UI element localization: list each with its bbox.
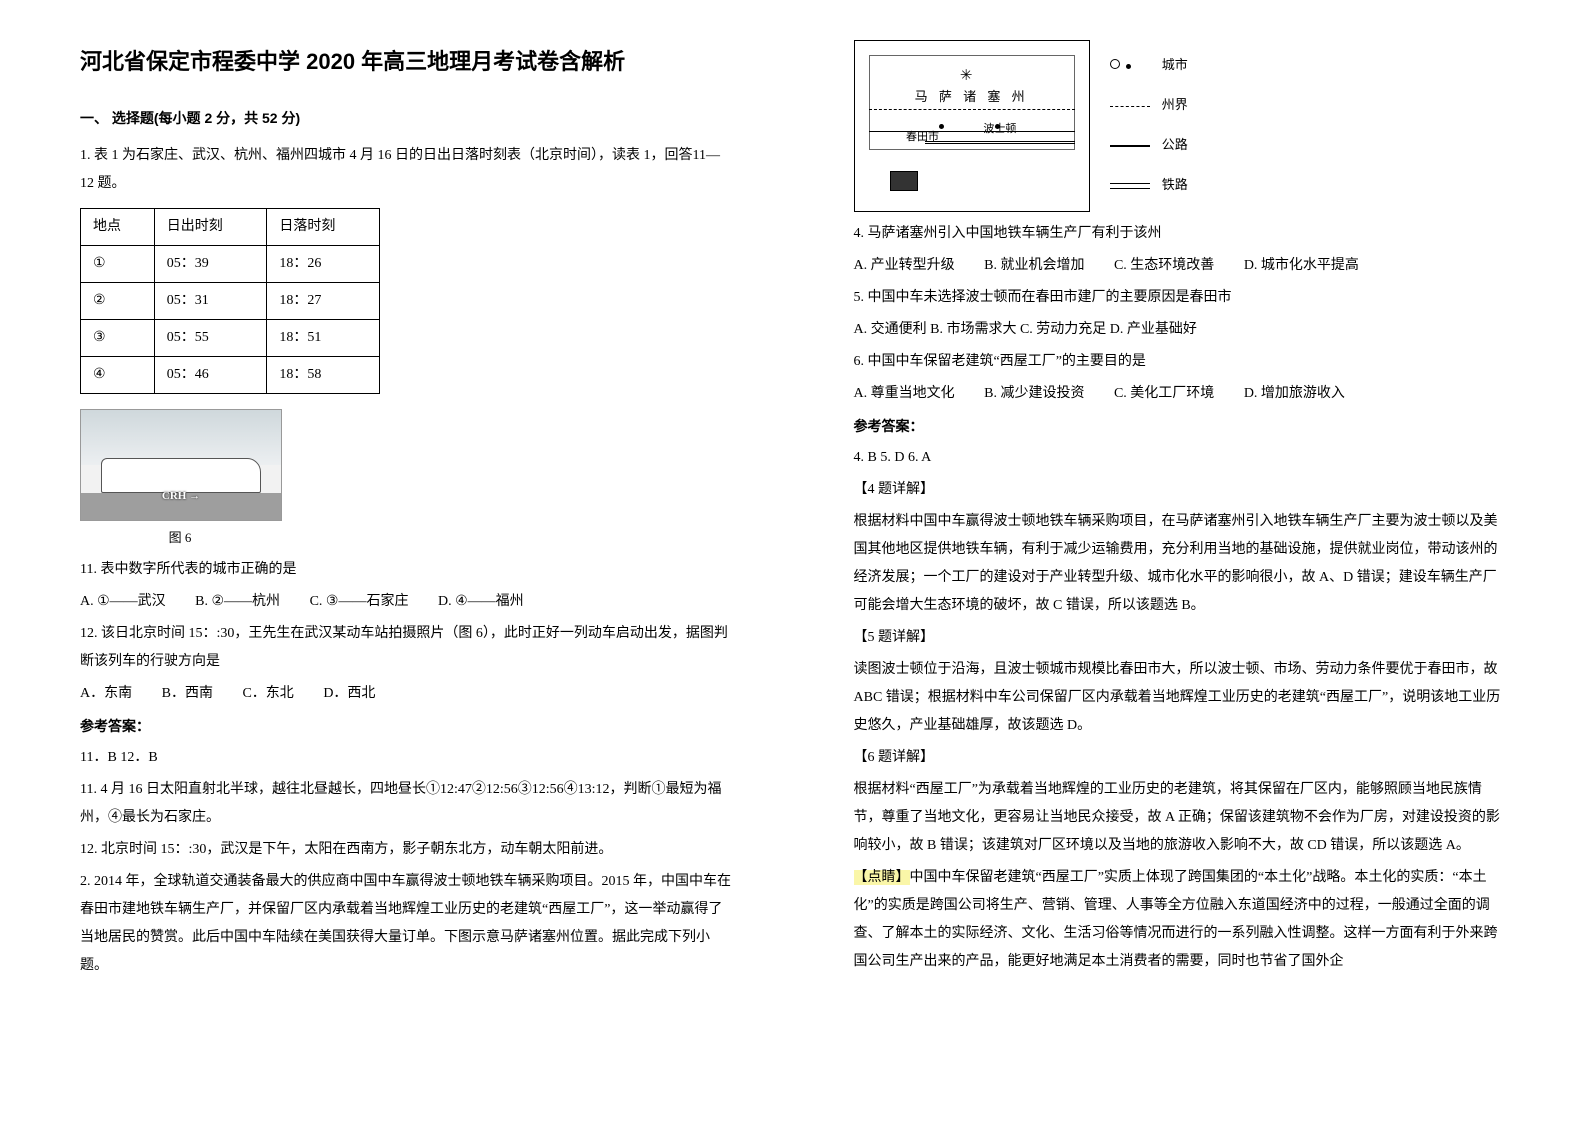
table-row: ③ 05：55 18：51	[81, 320, 380, 357]
q11-stem: 11. 表中数字所代表的城市正确的是	[80, 556, 734, 584]
q12-opt-a: A．东南	[80, 680, 132, 708]
map-legend: 城市 州界 公路 铁路	[1090, 40, 1234, 210]
dianjing-body: 中国中车保留老建筑“西屋工厂”实质上体现了跨国集团的“本土化”战略。本土化的实质…	[854, 870, 1498, 969]
detail-4-body: 根据材料中国中车赢得波士顿地铁车辆采购项目，在马萨诸塞州引入地铁车辆生产厂主要为…	[854, 508, 1508, 620]
state-boundary-line	[869, 109, 1075, 110]
q12-opt-b: B．西南	[162, 680, 213, 708]
q1-intro: 1. 表 1 为石家庄、武汉、杭州、福州四城市 4 月 16 日的日出日落时刻表…	[80, 142, 734, 198]
q11-options: A. ①——武汉 B. ②——杭州 C. ③——石家庄 D. ④——福州	[80, 588, 734, 616]
q4-opt-d: D. 城市化水平提高	[1244, 252, 1359, 280]
legend-boundary: 州界	[1110, 92, 1234, 118]
road-symbol-icon	[1110, 145, 1150, 147]
right-column: ✳ 马 萨 诸 塞 州 波士顿 春田市 城市 州界	[794, 0, 1587, 1122]
q2-intro: 2. 2014 年，全球轨道交通装备最大的供应商中国中车赢得波士顿地铁车辆采购项…	[80, 868, 734, 980]
table-row: ① 05：39 18：26	[81, 246, 380, 283]
q4-opt-c: C. 生态环境改善	[1114, 252, 1214, 280]
figure-6: CRH → 图 6	[80, 409, 734, 551]
q11-opt-d: D. ④——福州	[438, 588, 524, 616]
section-1-heading: 一、 选择题(每小题 2 分，共 52 分)	[80, 104, 734, 132]
city-symbol-icon	[1110, 52, 1150, 78]
explain-11: 11. 4 月 16 日太阳直射北半球，越往北昼越长，四地昼长①12:47②12…	[80, 776, 734, 832]
q4-opt-b: B. 就业机会增加	[984, 252, 1084, 280]
train-label: CRH →	[81, 485, 281, 507]
answer-456: 4. B 5. D 6. A	[854, 444, 1508, 472]
th-sunset: 日落时刻	[267, 209, 380, 246]
legend-rail: 铁路	[1110, 172, 1234, 198]
q12-options: A．东南 B．西南 C．东北 D．西北	[80, 680, 734, 708]
detail-6-body: 根据材料“西屋工厂”为承载着当地辉煌的工业历史的老建筑，将其保留在厂区内，能够照…	[854, 776, 1508, 860]
q6-stem: 6. 中国中车保留老建筑“西屋工厂”的主要目的是	[854, 348, 1508, 376]
q6-opt-c: C. 美化工厂环境	[1114, 380, 1214, 408]
q11-opt-b: B. ②——杭州	[195, 588, 280, 616]
train-photo: CRH →	[80, 409, 282, 521]
q4-stem: 4. 马萨诸塞州引入中国地铁车辆生产厂有利于该州	[854, 220, 1508, 248]
rail-line	[925, 143, 1075, 144]
dianjing-head: 【点睛】	[854, 870, 910, 885]
map-box: ✳ 马 萨 诸 塞 州 波士顿 春田市	[854, 40, 1090, 212]
rail-symbol-icon	[1110, 183, 1150, 189]
sunrise-table: 地点 日出时刻 日落时刻 ① 05：39 18：26 ② 05：31 18：27…	[80, 208, 380, 394]
springfield-label: 春田市	[906, 126, 939, 148]
legend-road: 公路	[1110, 132, 1234, 158]
massachusetts-map-figure: ✳ 马 萨 诸 塞 州 波士顿 春田市 城市 州界	[854, 40, 1234, 210]
table-row: ② 05：31 18：27	[81, 283, 380, 320]
legend-city: 城市	[1110, 52, 1234, 78]
legend-road-label: 公路	[1162, 132, 1188, 158]
q6-opt-d: D. 增加旅游收入	[1244, 380, 1345, 408]
q11-opt-c: C. ③——石家庄	[310, 588, 409, 616]
ref-answer-label-2: 参考答案：	[854, 412, 1508, 440]
dianjing-para: 【点睛】中国中车保留老建筑“西屋工厂”实质上体现了跨国集团的“本土化”战略。本土…	[854, 864, 1508, 976]
q12-opt-c: C．东北	[242, 680, 293, 708]
q4-opt-a: A. 产业转型升级	[854, 252, 955, 280]
q6-options: A. 尊重当地文化 B. 减少建设投资 C. 美化工厂环境 D. 增加旅游收入	[854, 380, 1508, 408]
inset-flag-icon	[890, 171, 918, 191]
th-sunrise: 日出时刻	[154, 209, 267, 246]
q12-stem: 12. 该日北京时间 15：:30，王先生在武汉某动车站拍摄照片（图 6），此时…	[80, 620, 734, 676]
table-row: ④ 05：46 18：58	[81, 357, 380, 394]
boundary-symbol-icon	[1110, 106, 1150, 107]
left-column: 河北省保定市程委中学 2020 年高三地理月考试卷含解析 一、 选择题(每小题 …	[0, 0, 794, 1122]
state-label: 马 萨 诸 塞 州	[855, 84, 1089, 110]
q5-options: A. 交通便利 B. 市场需求大 C. 劳动力充足 D. 产业基础好	[854, 316, 1508, 344]
boston-label: 波士顿	[983, 118, 1016, 140]
q11-opt-a: A. ①——武汉	[80, 588, 166, 616]
th-place: 地点	[81, 209, 155, 246]
figure-6-caption: 图 6	[80, 525, 280, 551]
table-header-row: 地点 日出时刻 日落时刻	[81, 209, 380, 246]
explain-12: 12. 北京时间 15：:30，武汉是下午，太阳在西南方，影子朝东北方，动车朝太…	[80, 836, 734, 864]
road-line	[869, 131, 1075, 132]
q12-opt-d: D．西北	[323, 680, 375, 708]
q6-opt-b: B. 减少建设投资	[984, 380, 1084, 408]
sky-area	[81, 410, 281, 465]
detail-5-head: 【5 题详解】	[854, 624, 1508, 652]
legend-boundary-label: 州界	[1162, 92, 1188, 118]
q4-options: A. 产业转型升级 B. 就业机会增加 C. 生态环境改善 D. 城市化水平提高	[854, 252, 1508, 280]
q6-opt-a: A. 尊重当地文化	[854, 380, 955, 408]
doc-title: 河北省保定市程委中学 2020 年高三地理月考试卷含解析	[80, 40, 734, 84]
legend-city-label: 城市	[1162, 52, 1188, 78]
q5-stem: 5. 中国中车未选择波士顿而在春田市建厂的主要原因是春田市	[854, 284, 1508, 312]
legend-rail-label: 铁路	[1162, 172, 1188, 198]
page-container: 河北省保定市程委中学 2020 年高三地理月考试卷含解析 一、 选择题(每小题 …	[0, 0, 1587, 1122]
answer-11-12: 11．B 12．B	[80, 744, 734, 772]
ref-answer-label-1: 参考答案：	[80, 712, 734, 740]
detail-6-head: 【6 题详解】	[854, 744, 1508, 772]
detail-5-body: 读图波士顿位于沿海，且波士顿城市规模比春田市大，所以波士顿、市场、劳动力条件要优…	[854, 656, 1508, 740]
detail-4-head: 【4 题详解】	[854, 476, 1508, 504]
